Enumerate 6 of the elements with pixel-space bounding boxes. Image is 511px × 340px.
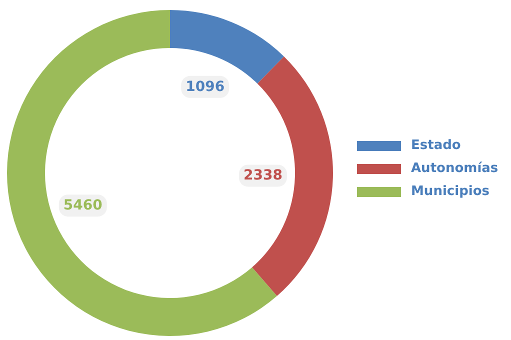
data-label: 1096 xyxy=(186,78,225,95)
data-label: 2338 xyxy=(243,168,282,184)
legend-label: Estado xyxy=(411,138,461,153)
legend-label: Autonomías xyxy=(411,161,498,176)
legend-label: Municipios xyxy=(411,184,490,199)
data-label: 5460 xyxy=(63,198,103,214)
